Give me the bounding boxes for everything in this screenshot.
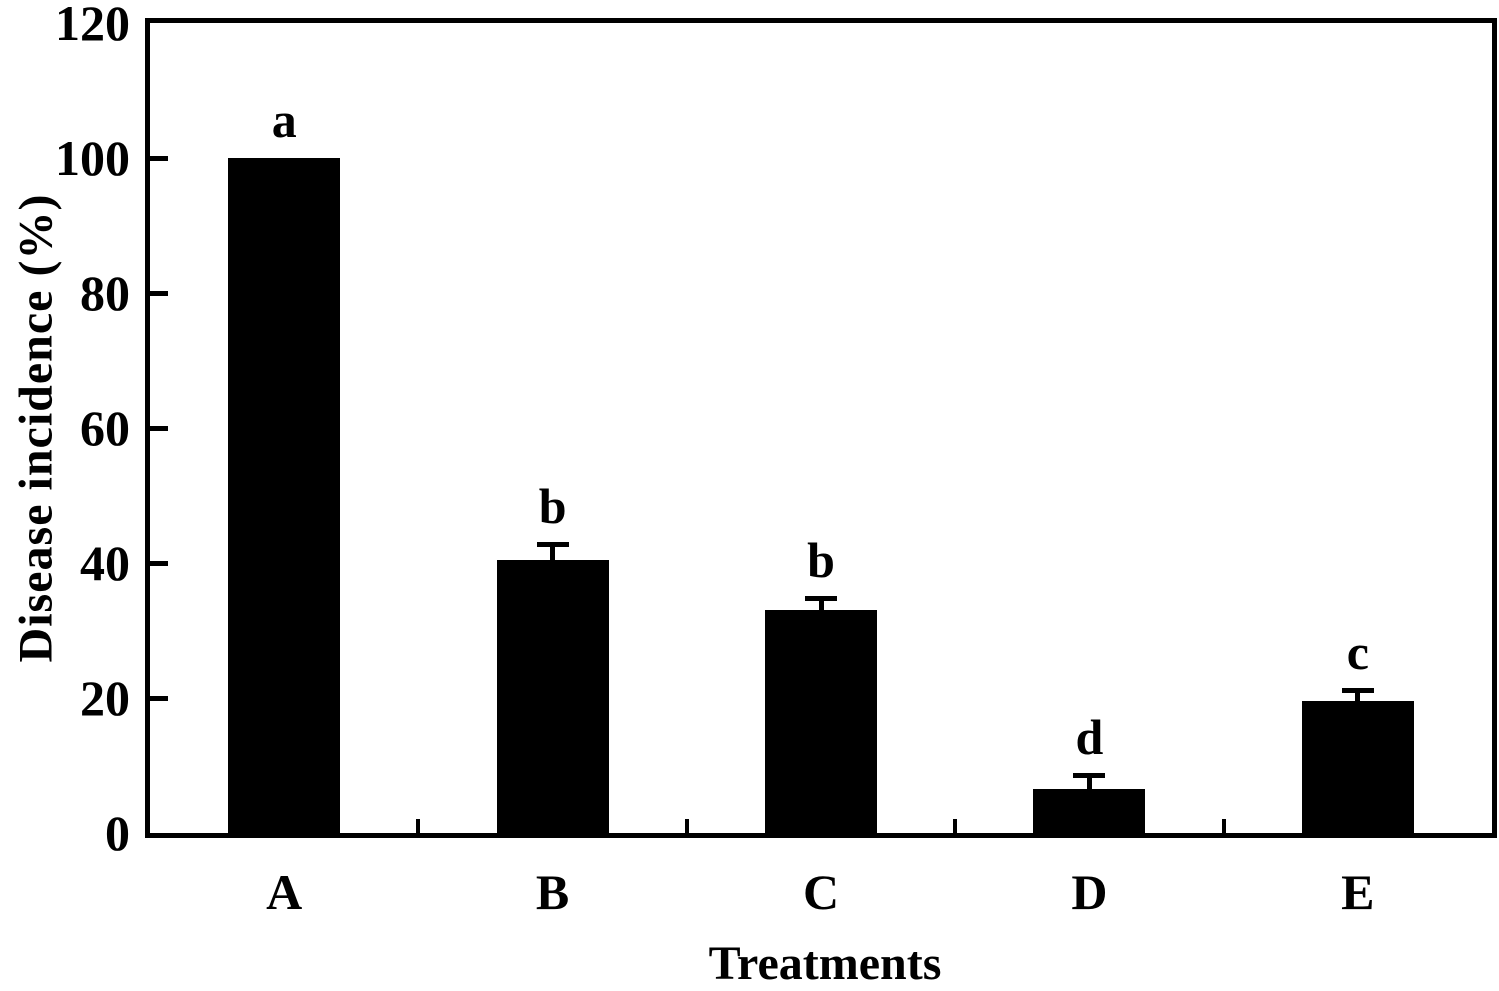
y-tick-label: 20 [80,670,130,726]
error-bar-line [550,546,556,572]
x-axis-title: Treatments [708,937,942,990]
y-tick-mark [150,155,168,161]
significance-letter: c [1346,623,1369,680]
error-bar-cap [1073,772,1106,778]
error-bar-line [1086,776,1092,802]
x-category-label: E [1341,864,1375,920]
y-tick-label: 80 [80,265,130,321]
x-category-label: A [266,864,303,920]
x-tick-mark [684,819,689,833]
significance-letter: b [807,532,835,589]
error-bar-line [1355,691,1361,714]
y-axis-title: Disease incidence (%) [9,193,63,663]
y-tick-mark [150,695,168,701]
x-category-label: B [535,864,570,920]
error-bar-cap [536,542,569,548]
significance-letter: a [271,92,297,148]
y-tick-mark [150,560,168,566]
y-tick-mark [150,290,168,296]
error-bar-cap [1341,687,1374,693]
bar [496,559,609,833]
bar [1301,701,1414,833]
y-tick-label: 0 [105,805,130,861]
error-bar-cap [805,596,837,602]
y-tick-mark [150,425,168,431]
significance-letter: d [1075,708,1104,765]
x-tick-mark [1221,819,1226,833]
bar [765,610,877,833]
y-tick-label: 40 [80,535,130,591]
plot-frame [145,18,1497,838]
x-tick-mark [416,819,421,833]
y-tick-label: 60 [80,400,130,456]
y-tick-label: 100 [55,130,130,186]
significance-letter: b [538,478,567,535]
x-category-label: C [802,864,840,920]
y-tick-label: 120 [55,0,130,51]
error-bar-line [818,600,824,623]
bar [228,158,341,833]
x-tick-mark [953,819,958,833]
x-category-label: D [1071,864,1108,920]
